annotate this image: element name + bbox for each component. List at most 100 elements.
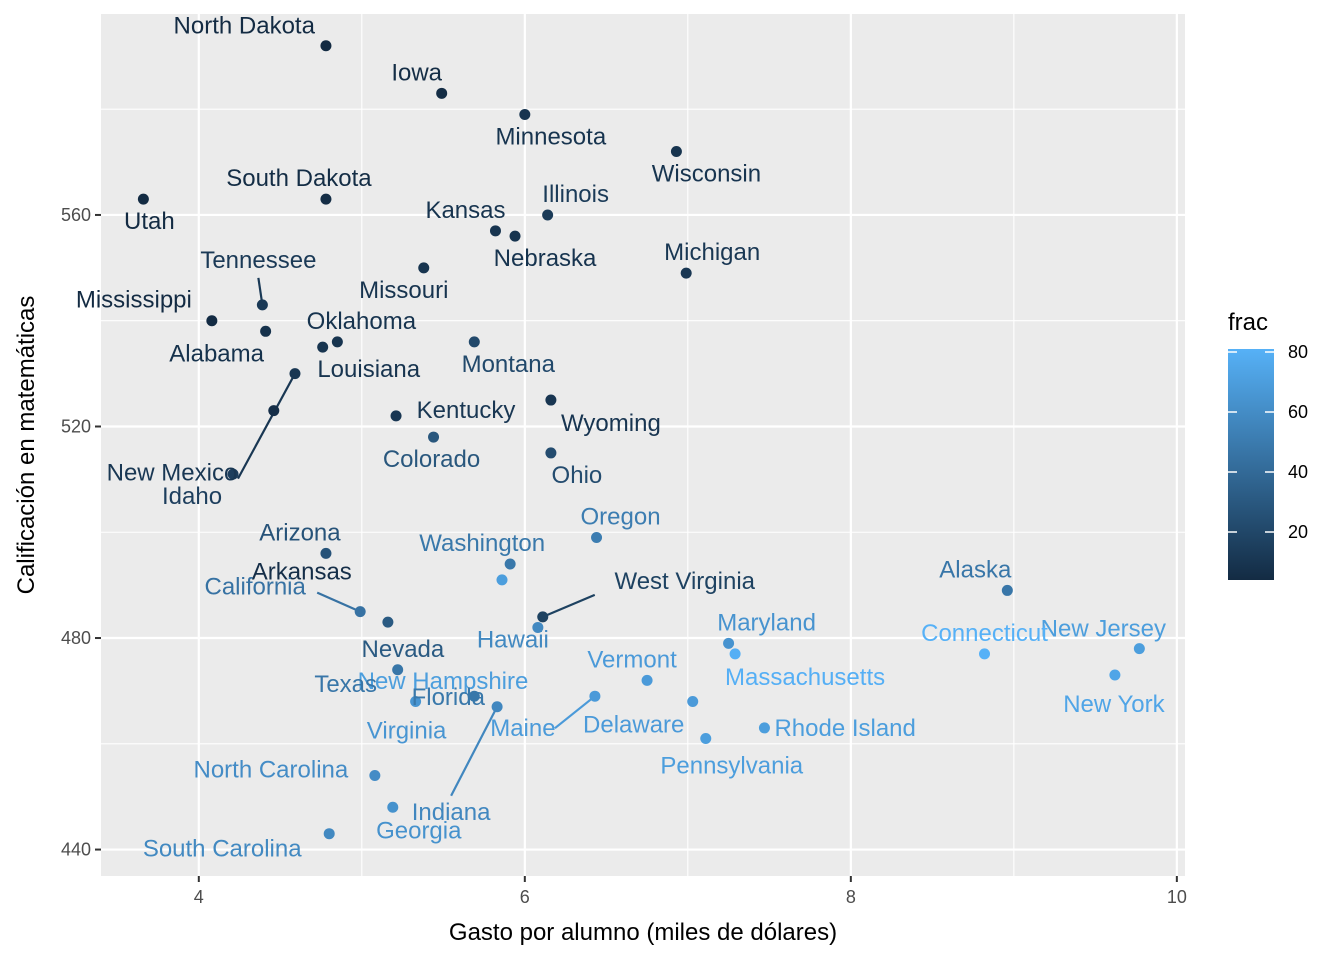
grid-major xyxy=(101,14,1185,876)
leader-line xyxy=(237,373,296,480)
point-label: New York xyxy=(1063,691,1165,718)
data-point xyxy=(589,690,601,702)
point-label: Georgia xyxy=(376,817,462,844)
y-tick-label: 480 xyxy=(61,628,91,648)
data-point xyxy=(1109,669,1121,681)
point-label: Arizona xyxy=(259,519,341,546)
point-label: Oregon xyxy=(581,504,661,531)
point-label: Illinois xyxy=(542,181,609,208)
point-label: Nevada xyxy=(362,636,445,663)
y-axis: 440 480 520 560 xyxy=(61,205,101,860)
point-label: Utah xyxy=(124,208,175,235)
data-point xyxy=(354,606,366,618)
point-label: Nebraska xyxy=(494,245,597,272)
point-label: Arkansas xyxy=(252,559,352,586)
point-label: Pennsylvania xyxy=(660,753,803,780)
point-label: South Dakota xyxy=(226,165,372,192)
data-point xyxy=(489,225,501,237)
data-point xyxy=(491,701,503,713)
data-point xyxy=(392,664,404,676)
point-label: Alaska xyxy=(939,556,1012,583)
grid-minor xyxy=(101,14,1185,876)
data-point xyxy=(256,299,268,311)
x-axis-title: Gasto por alumno (miles de dólares) xyxy=(449,919,837,946)
data-point xyxy=(317,341,329,353)
legend-tick-label: 20 xyxy=(1288,522,1308,542)
point-label: Virginia xyxy=(367,717,447,744)
point-label: Hawaii xyxy=(477,626,549,653)
data-point xyxy=(331,336,343,348)
legend-colorbar xyxy=(1228,349,1274,580)
point-label: Maine xyxy=(490,715,555,742)
x-tick-label: 8 xyxy=(846,887,856,907)
data-point xyxy=(758,722,770,734)
data-point xyxy=(387,801,399,813)
point-label: Florida xyxy=(412,684,486,711)
y-axis-title: Calificación en matemáticas xyxy=(13,296,40,595)
point-label: New Jersey xyxy=(1041,616,1166,643)
leader-line xyxy=(450,706,499,797)
point-label: Texas xyxy=(314,671,377,698)
data-point xyxy=(532,621,544,633)
point-label: Louisiana xyxy=(317,356,420,383)
leader-line xyxy=(542,593,596,618)
data-point xyxy=(542,209,554,221)
y-tick-label: 560 xyxy=(61,205,91,225)
data-points xyxy=(137,40,1145,840)
data-point xyxy=(418,262,430,274)
data-point xyxy=(496,574,508,586)
data-point xyxy=(519,108,531,120)
x-axis: 4 6 8 10 xyxy=(194,876,1187,907)
point-label: Rhode Island xyxy=(774,715,915,742)
point-label: Iowa xyxy=(391,59,442,86)
data-point xyxy=(320,40,332,52)
data-point xyxy=(545,394,557,406)
data-point xyxy=(1001,584,1013,596)
point-label: California xyxy=(204,574,306,601)
data-point xyxy=(687,695,699,707)
legend-ticks: 20 40 60 80 xyxy=(1228,342,1308,542)
data-point xyxy=(729,648,741,660)
x-tick-label: 10 xyxy=(1167,887,1187,907)
data-point xyxy=(323,828,335,840)
data-point xyxy=(545,447,557,459)
point-label: Oklahoma xyxy=(307,308,417,335)
data-point xyxy=(260,325,272,337)
data-point xyxy=(369,770,381,782)
x-tick-label: 6 xyxy=(520,887,530,907)
data-point xyxy=(410,695,422,707)
legend-tick-label: 60 xyxy=(1288,402,1308,422)
x-tick-label: 4 xyxy=(194,887,204,907)
point-label: Kansas xyxy=(425,197,505,224)
point-label: Wisconsin xyxy=(652,160,761,187)
point-label: South Carolina xyxy=(143,836,302,863)
data-point xyxy=(468,690,480,702)
data-point xyxy=(504,558,516,570)
legend-title: frac xyxy=(1228,309,1268,336)
point-label: Ohio xyxy=(552,462,603,489)
legend-tick-label: 40 xyxy=(1288,462,1308,482)
leader-lines xyxy=(237,277,596,797)
y-tick-label: 520 xyxy=(61,416,91,436)
data-point xyxy=(509,230,521,242)
leader-line xyxy=(316,591,361,613)
point-label: North Carolina xyxy=(193,757,348,784)
data-point xyxy=(137,193,149,205)
data-point xyxy=(206,315,218,327)
legend-tick-label: 80 xyxy=(1288,342,1308,362)
y-tick-label: 440 xyxy=(61,840,91,860)
leader-line xyxy=(554,695,596,730)
point-label: Maryland xyxy=(717,609,816,636)
point-label: Delaware xyxy=(583,711,684,738)
data-point xyxy=(320,193,332,205)
data-point xyxy=(436,87,448,99)
data-point xyxy=(227,468,239,480)
point-labels: North Dakota Iowa Minnesota Wisconsin Utah So… xyxy=(76,13,1166,863)
data-point xyxy=(670,145,682,157)
point-label: Mississippi xyxy=(76,287,192,314)
point-label: Idaho xyxy=(162,483,222,510)
data-point xyxy=(979,648,991,660)
point-label: Wyoming xyxy=(561,410,661,437)
point-label: Vermont xyxy=(587,646,677,673)
data-point xyxy=(428,431,440,443)
